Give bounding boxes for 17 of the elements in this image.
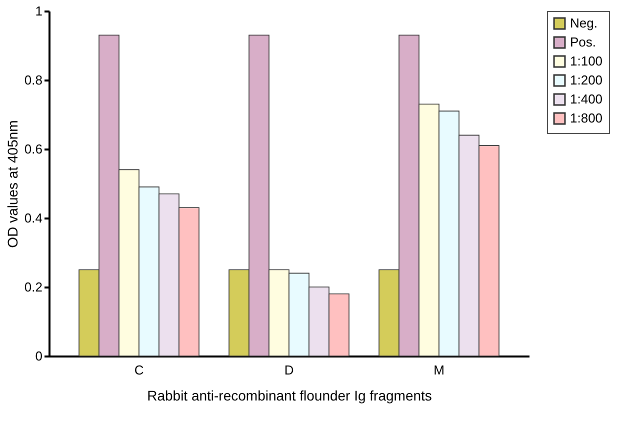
y-tick-label: 1	[35, 4, 42, 18]
y-tick-label: 0	[35, 348, 42, 364]
legend-label: 1:800	[570, 110, 603, 126]
legend-label: 1:200	[570, 72, 603, 88]
x-tick-label: M	[434, 362, 444, 378]
legend-label: 1:400	[570, 92, 603, 106]
y-tick-label: 0.8	[24, 72, 42, 88]
x-axis-title: Rabbit anti-recombinant flounder Ig fragments	[147, 388, 432, 404]
legend-label: Pos.	[570, 34, 596, 50]
legend-label: 1:100	[570, 54, 603, 68]
y-tick-label: 0.4	[24, 210, 42, 226]
x-tick-label: C	[134, 362, 144, 378]
y-tick-label: 0.6	[24, 142, 42, 156]
legend-label: Neg.	[570, 16, 598, 30]
y-axis-title: OD values at 405nm	[4, 120, 20, 248]
x-tick-label: D	[284, 362, 294, 378]
y-tick-label: 0.2	[24, 280, 42, 294]
